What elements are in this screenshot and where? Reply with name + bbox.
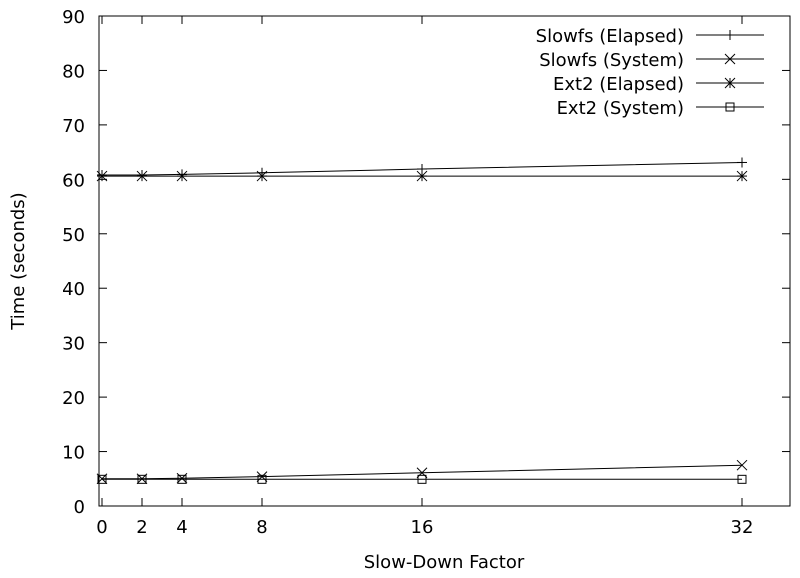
data-point-slowfs-system [416,467,428,479]
data-point-ext2-system [137,474,147,484]
legend-marker-slowfs-system [724,53,736,65]
series-slowfs-system [96,459,748,485]
data-point-slowfs-elapsed [737,157,747,168]
y-axis-ticks: 0 10 20 30 40 50 60 70 80 90 [62,7,790,518]
y-tick-label: 80 [62,61,85,82]
data-point-ext2-system [177,474,187,484]
data-point-slowfs-system [736,459,748,471]
y-tick-label: 0 [74,497,85,518]
data-point-ext2-elapsed [416,170,428,182]
legend-entry-slowfs-elapsed: Slowfs (Elapsed) [536,26,764,47]
y-tick-label: 40 [62,279,85,300]
data-point-ext2-elapsed [136,170,148,182]
series-line-slowfs-system [102,464,743,480]
legend-label: Slowfs (Elapsed) [536,26,684,47]
data-point-ext2-elapsed [176,170,188,182]
y-tick-label: 90 [62,7,85,28]
legend-entry-slowfs-system: Slowfs (System) [539,50,764,71]
y-tick-label: 60 [62,170,85,191]
x-tick-label: 16 [411,517,434,538]
y-tick-label: 30 [62,334,85,355]
data-point-slowfs-system [256,471,268,482]
data-point-ext2-system [97,474,107,484]
x-axis-label: Slow-Down Factor [364,552,525,573]
data-point-ext2-elapsed [736,170,748,182]
legend-entry-ext2-elapsed: Ext2 (Elapsed) [553,74,764,95]
x-tick-label: 4 [176,517,187,538]
series-ext2-system [97,474,747,484]
y-tick-label: 20 [62,388,85,409]
plot-frame [98,15,791,507]
series-line-slowfs-elapsed [102,162,743,176]
legend-marker-slowfs-elapsed [725,30,735,40]
series-layer [96,157,748,485]
legend-marker-ext2-elapsed [724,77,736,89]
data-point-ext2-elapsed [256,170,268,182]
x-tick-label: 8 [256,517,267,538]
data-point-ext2-system [257,474,267,484]
x-tick-label: 2 [136,517,147,538]
data-point-ext2-elapsed [96,170,108,182]
y-tick-label: 50 [62,225,85,246]
y-tick-label: 10 [62,443,85,464]
x-axis-ticks: 0 2 4 8 16 32 [96,16,753,538]
legend-entry-ext2-system: Ext2 (System) [557,98,764,119]
legend: Slowfs (Elapsed) Slowfs (System) Ext2 (Ela… [536,26,764,119]
data-point-ext2-system [417,474,427,484]
y-tick-label: 70 [62,116,85,137]
legend-label: Ext2 (System) [557,98,684,119]
legend-label: Slowfs (System) [539,50,684,71]
series-ext2-elapsed [96,170,748,182]
legend-marker-ext2-system [725,102,735,112]
data-point-ext2-system [737,474,747,484]
y-axis-label: Time (seconds) [8,192,29,330]
x-tick-label: 0 [96,517,107,538]
x-tick-label: 32 [731,517,754,538]
legend-label: Ext2 (Elapsed) [553,74,684,95]
